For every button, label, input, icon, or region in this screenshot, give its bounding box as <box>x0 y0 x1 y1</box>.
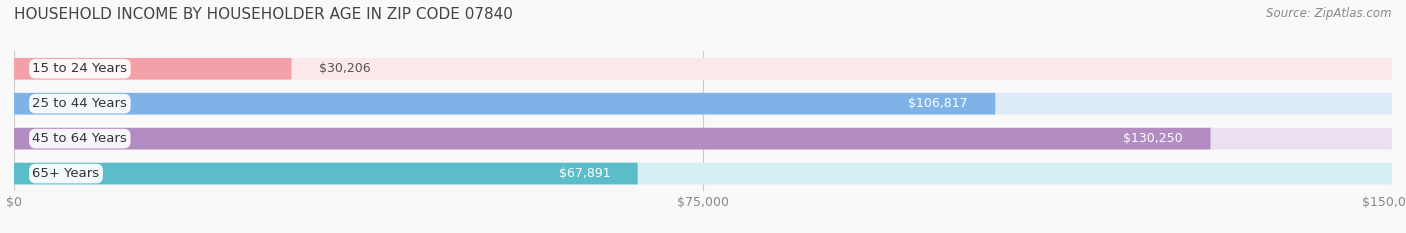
FancyBboxPatch shape <box>14 58 291 80</box>
Text: $67,891: $67,891 <box>558 167 610 180</box>
Text: $130,250: $130,250 <box>1123 132 1182 145</box>
FancyBboxPatch shape <box>14 163 1392 185</box>
Text: 65+ Years: 65+ Years <box>32 167 100 180</box>
Text: Source: ZipAtlas.com: Source: ZipAtlas.com <box>1267 7 1392 20</box>
Text: 15 to 24 Years: 15 to 24 Years <box>32 62 128 75</box>
Text: HOUSEHOLD INCOME BY HOUSEHOLDER AGE IN ZIP CODE 07840: HOUSEHOLD INCOME BY HOUSEHOLDER AGE IN Z… <box>14 7 513 22</box>
Text: 45 to 64 Years: 45 to 64 Years <box>32 132 127 145</box>
FancyBboxPatch shape <box>14 93 995 115</box>
FancyBboxPatch shape <box>14 128 1211 150</box>
FancyBboxPatch shape <box>14 58 1392 80</box>
FancyBboxPatch shape <box>14 93 1392 115</box>
FancyBboxPatch shape <box>14 128 1392 150</box>
FancyBboxPatch shape <box>14 163 638 185</box>
Text: 25 to 44 Years: 25 to 44 Years <box>32 97 128 110</box>
Text: $106,817: $106,817 <box>908 97 967 110</box>
Text: $30,206: $30,206 <box>319 62 371 75</box>
